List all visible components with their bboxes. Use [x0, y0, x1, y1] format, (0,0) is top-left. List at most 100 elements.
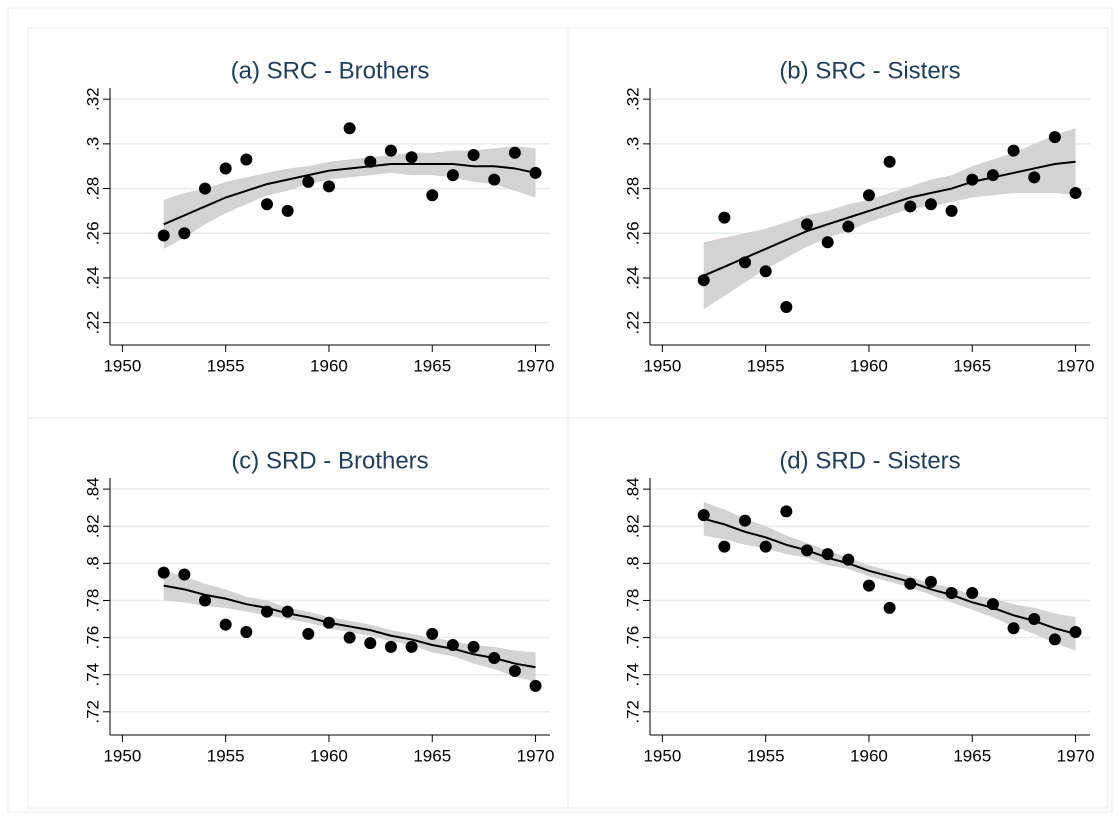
y-tick-label: .28: [623, 177, 642, 201]
x-tick-label: 1950: [103, 356, 141, 375]
y-tick-label: .82: [83, 514, 102, 538]
data-point: [446, 639, 459, 652]
y-tick-label: .24: [83, 266, 102, 290]
data-point: [1069, 626, 1082, 639]
panel-title: (d) SRD - Sisters: [779, 447, 960, 474]
y-tick-label: .32: [83, 87, 102, 111]
panel-title: (a) SRC - Brothers: [231, 57, 430, 84]
data-point: [697, 274, 710, 287]
data-point: [405, 640, 418, 653]
data-point: [281, 605, 294, 618]
data-point: [219, 162, 232, 175]
data-point: [739, 514, 752, 527]
fit-line: [703, 160, 1076, 277]
x-tick-label: 1955: [207, 356, 245, 375]
data-point: [883, 601, 896, 614]
data-point: [1007, 144, 1020, 157]
data-point: [842, 220, 855, 233]
x-tick-label: 1950: [643, 356, 681, 375]
x-tick-label: 1970: [517, 356, 555, 375]
panel-title: (c) SRD - Brothers: [231, 447, 428, 474]
y-tick-label: .8: [623, 556, 642, 570]
data-point: [862, 189, 875, 202]
data-point: [986, 169, 999, 182]
y-tick-label: .78: [83, 589, 102, 613]
y-tick-label: .84: [83, 477, 102, 501]
data-point: [178, 227, 191, 240]
y-tick-label: .76: [83, 626, 102, 650]
y-tick-label: .26: [83, 221, 102, 245]
panel: (c) SRD - Brothers .72 .74 .76 .78 .8 .82 .84 19…: [83, 447, 554, 765]
y-tick-label: .84: [623, 477, 642, 501]
x-tick-label: 1955: [747, 356, 785, 375]
data-point: [800, 544, 813, 557]
x-tick-label: 1955: [747, 746, 785, 765]
data-point: [1028, 613, 1041, 626]
data-point: [904, 577, 917, 590]
y-tick-label: .76: [623, 626, 642, 650]
data-point: [260, 198, 273, 211]
data-point: [800, 218, 813, 231]
y-tick-label: .32: [623, 87, 642, 111]
y-tick-label: .8: [83, 556, 102, 570]
data-point: [966, 173, 979, 186]
x-tick-label: 1955: [207, 746, 245, 765]
data-point: [821, 236, 834, 249]
data-point: [199, 182, 212, 195]
data-point: [178, 568, 191, 581]
x-tick-label: 1970: [1057, 746, 1095, 765]
panel: (b) SRC - Sisters .22 .24 .26 .28 .3 .32 1950 19…: [623, 57, 1094, 375]
data-point: [1028, 171, 1041, 184]
data-point: [821, 548, 834, 561]
data-point: [759, 265, 772, 278]
data-point: [924, 575, 937, 588]
y-tick-label: .3: [623, 137, 642, 151]
data-point: [302, 175, 315, 188]
y-tick-label: .28: [83, 177, 102, 201]
x-tick-label: 1960: [850, 356, 888, 375]
data-point: [529, 679, 542, 692]
data-point: [529, 166, 542, 179]
y-tick-label: .22: [83, 311, 102, 335]
data-point: [157, 229, 170, 242]
x-tick-label: 1960: [850, 746, 888, 765]
confidence-band: [163, 146, 536, 249]
data-point: [219, 618, 232, 631]
x-tick-label: 1965: [953, 356, 991, 375]
data-point: [780, 301, 793, 314]
data-point: [697, 509, 710, 522]
data-point: [281, 204, 294, 217]
data-point: [488, 173, 501, 186]
fit-line: [703, 517, 1076, 635]
data-point: [945, 587, 958, 600]
y-tick-label: .78: [623, 589, 642, 613]
data-point: [343, 631, 356, 644]
data-point: [1048, 633, 1061, 646]
y-tick-label: .74: [83, 663, 102, 687]
data-point: [322, 616, 335, 629]
data-point: [240, 153, 253, 166]
data-point: [364, 155, 377, 168]
y-tick-label: .74: [623, 663, 642, 687]
data-point: [966, 587, 979, 600]
y-tick-label: .26: [623, 221, 642, 245]
panel: (d) SRD - Sisters .72 .74 .76 .78 .8 .82 .84 195…: [623, 447, 1094, 765]
confidence-band: [703, 128, 1076, 310]
y-tick-label: .22: [623, 311, 642, 335]
data-point: [780, 505, 793, 518]
data-point: [924, 198, 937, 211]
data-point: [508, 146, 521, 159]
data-point: [904, 200, 917, 213]
data-point: [467, 640, 480, 653]
data-point: [718, 540, 731, 553]
y-tick-label: .72: [623, 700, 642, 724]
x-tick-label: 1950: [103, 746, 141, 765]
y-tick-label: .3: [83, 137, 102, 151]
y-tick-label: .24: [623, 266, 642, 290]
data-point: [739, 256, 752, 269]
data-point: [508, 664, 521, 677]
data-point: [157, 566, 170, 579]
data-point: [467, 149, 480, 162]
data-point: [862, 579, 875, 592]
